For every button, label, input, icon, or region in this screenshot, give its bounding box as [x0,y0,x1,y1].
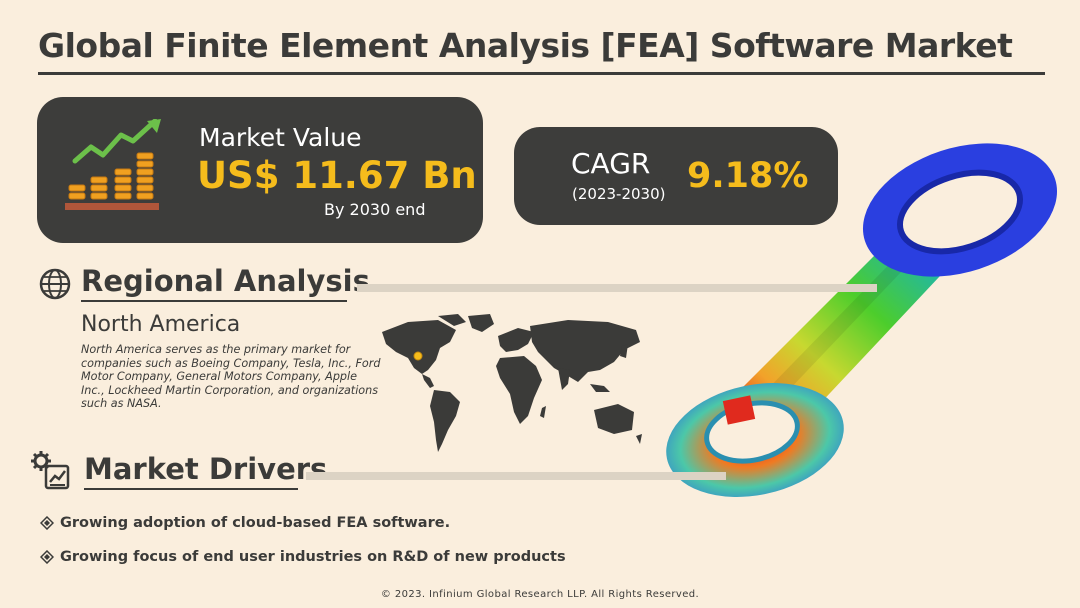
cagr-card: CAGR (2023-2030) 9.18% [514,127,838,225]
market-value-label: Market Value [199,123,362,152]
driver-item: Growing adoption of cloud-based FEA soft… [40,515,450,531]
drivers-divider-bar [306,472,726,480]
gear-chart-icon [31,451,70,490]
cagr-value: 9.18% [687,156,809,196]
region-name: North America [81,312,241,337]
driver-item: Growing focus of end user industries on … [40,549,566,565]
regional-heading-underline [81,300,347,302]
title-divider [38,72,1045,75]
diamond-bullet-icon [40,516,54,530]
page-title: Global Finite Element Analysis [FEA] Sof… [38,26,1013,65]
globe-icon [39,268,71,300]
drivers-heading-underline [84,488,298,490]
driver-text: Growing focus of end user industries on … [60,549,566,565]
regional-analysis-heading: Regional Analysis [81,264,370,298]
cagr-period: (2023-2030) [572,185,666,203]
region-description: North America serves as the primary mark… [81,343,381,410]
market-drivers-heading: Market Drivers [84,452,328,486]
connecting-rod-illustration [666,143,1058,497]
market-value-note: By 2030 end [324,200,426,219]
market-value-amount: US$ 11.67 Bn [197,154,477,197]
diamond-bullet-icon [40,550,54,564]
driver-text: Growing adoption of cloud-based FEA soft… [60,515,451,531]
growth-coins-icon [65,119,161,210]
world-map-icon [382,314,642,452]
footer-copyright: © 2023. Infinium Global Research LLP. Al… [380,589,700,600]
market-value-card: Market Value US$ 11.67 Bn By 2030 end [37,97,483,243]
regional-divider-bar [357,284,877,292]
cagr-label: CAGR [571,147,651,180]
